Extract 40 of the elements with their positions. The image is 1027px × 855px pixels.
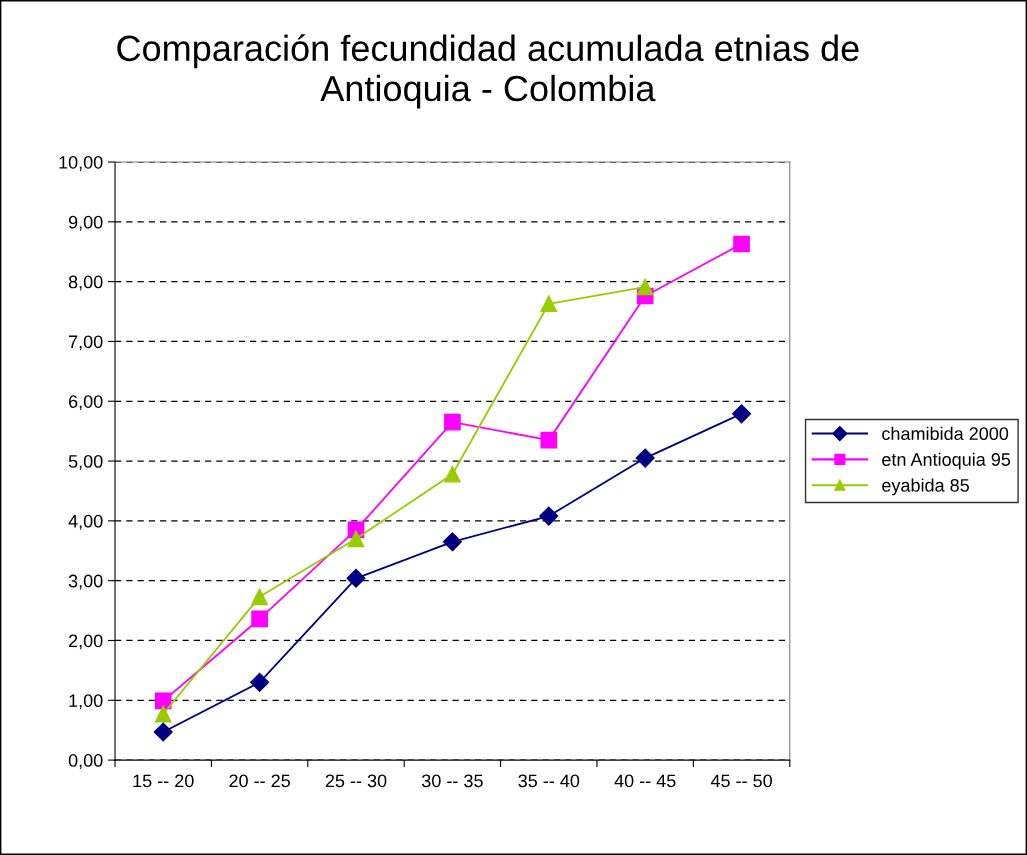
chart-title: Comparación fecundidad acumulada etnias de Antioquia - Colombia	[117, 34, 859, 109]
y-tick-label: 1,00	[69, 694, 103, 710]
y-tick-label: 4,00	[68, 514, 103, 530]
y-tick-label: 6,00	[69, 395, 103, 411]
x-tick-label: 40 -- 45	[614, 774, 676, 788]
legend-label: eyabida 85	[882, 478, 969, 496]
point	[346, 568, 366, 588]
x-tick-label: 30 -- 35	[421, 774, 483, 788]
x-tick-label: 15 -- 20	[133, 774, 194, 788]
point	[347, 530, 365, 548]
y-tick-label: 2,00	[68, 634, 103, 650]
y-tick-label: 10,00	[59, 155, 103, 171]
x-tick-label: 45 -- 50	[710, 774, 772, 788]
point	[153, 722, 173, 742]
y-tick-label: 9,00	[68, 215, 103, 231]
point	[540, 295, 558, 313]
y-tick-label: 7,00	[69, 335, 103, 351]
point	[251, 588, 268, 606]
point	[540, 431, 558, 449]
y-tick-label: 0,00	[68, 754, 103, 769]
y-tick-label: 5,00	[68, 454, 103, 470]
x-tick-label: 35 -- 40	[518, 774, 580, 788]
legend-label: etn Antioquia 95	[882, 452, 1011, 470]
point	[442, 532, 462, 552]
point	[251, 610, 268, 628]
point	[250, 672, 270, 692]
point	[444, 413, 461, 431]
point	[154, 705, 172, 723]
point	[154, 692, 172, 710]
x-tick-label: 25 -- 30	[325, 774, 387, 788]
point	[636, 278, 654, 296]
x-tick-label: 20 -- 25	[229, 774, 290, 788]
point	[635, 448, 655, 468]
y-tick-label: 8,00	[68, 275, 103, 291]
point	[539, 506, 559, 526]
point	[732, 404, 752, 424]
y-tick-label: 3,00	[68, 574, 103, 590]
point	[733, 235, 750, 253]
legend-label: chamibida 2000	[882, 426, 1009, 441]
point	[444, 465, 461, 483]
